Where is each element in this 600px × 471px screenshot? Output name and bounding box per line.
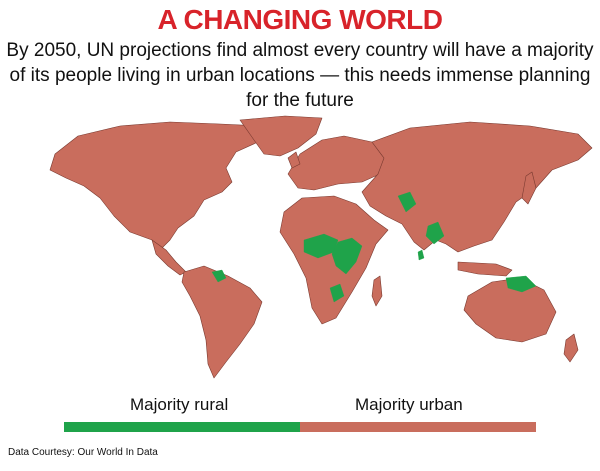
region-sri-lanka <box>417 249 425 261</box>
region-greenland <box>239 115 323 157</box>
region-southeast-asia <box>425 221 445 245</box>
region-north-america <box>49 121 263 251</box>
legend: Majority rural Majority urban <box>0 395 600 419</box>
region-japan <box>521 171 537 205</box>
region-indonesia <box>457 261 513 277</box>
region-south-america <box>181 265 263 379</box>
legend-swatch-urban <box>300 422 536 432</box>
region-central-america <box>151 239 187 276</box>
page-title: A CHANGING WORLD <box>157 4 443 35</box>
region-uk <box>287 151 301 169</box>
region-madagascar <box>371 275 383 307</box>
data-credit: Data Courtesy: Our World In Data <box>8 447 158 458</box>
region-south-asia <box>397 191 417 213</box>
region-papua-new-guinea <box>505 275 537 293</box>
legend-bar <box>64 422 536 432</box>
region-asia <box>361 121 593 253</box>
legend-swatch-rural <box>64 422 300 432</box>
region-guyana <box>211 269 227 283</box>
legend-label-rural: Majority rural <box>130 395 229 414</box>
legend-label-urban: Majority urban <box>355 395 463 414</box>
region-east-africa <box>331 237 363 275</box>
region-new-zealand <box>563 333 579 363</box>
page-subtitle: By 2050, UN projections find almost ever… <box>6 40 594 111</box>
region-southeast-africa <box>329 283 345 303</box>
world-map <box>49 115 593 379</box>
